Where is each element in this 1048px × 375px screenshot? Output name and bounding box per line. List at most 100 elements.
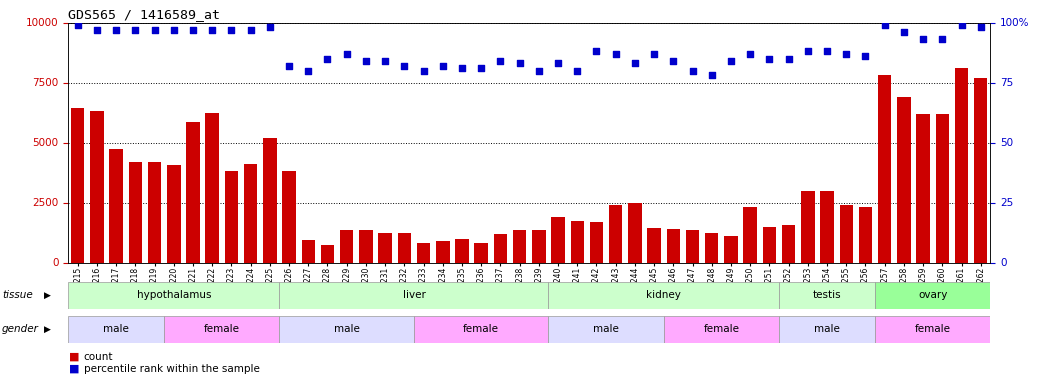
Text: ovary: ovary	[918, 290, 947, 300]
Point	[684, 68, 701, 74]
Point	[569, 68, 586, 74]
Text: kidney: kidney	[647, 290, 681, 300]
Text: male: male	[593, 324, 619, 334]
Point	[396, 63, 413, 69]
Text: female: female	[703, 324, 740, 334]
Bar	[858, 207, 872, 262]
Bar	[628, 202, 641, 262]
Point	[588, 48, 605, 54]
Bar	[475, 243, 488, 262]
Bar	[282, 171, 296, 262]
Bar	[801, 190, 814, 262]
Point	[473, 65, 489, 71]
Point	[511, 60, 528, 66]
Bar	[663, 316, 779, 343]
Bar	[280, 316, 414, 343]
Bar	[148, 162, 161, 262]
Bar	[779, 282, 875, 309]
Point	[339, 51, 355, 57]
Bar	[955, 68, 968, 262]
Bar	[71, 108, 85, 262]
Bar	[165, 316, 280, 343]
Bar	[974, 78, 987, 262]
Bar	[244, 164, 258, 262]
Point	[88, 27, 105, 33]
Point	[376, 58, 393, 64]
Point	[761, 56, 778, 62]
Point	[127, 27, 144, 33]
Point	[108, 27, 125, 33]
Bar	[548, 316, 663, 343]
Bar	[590, 222, 604, 262]
Text: GDS565 / 1416589_at: GDS565 / 1416589_at	[68, 8, 220, 21]
Point	[242, 27, 259, 33]
Bar	[68, 282, 280, 309]
Bar	[340, 230, 353, 262]
Bar	[302, 240, 315, 262]
Point	[184, 27, 201, 33]
Bar	[763, 226, 777, 262]
Bar	[129, 162, 143, 262]
Bar	[936, 114, 949, 262]
Bar	[321, 244, 334, 262]
Bar	[414, 316, 548, 343]
Bar	[417, 243, 431, 262]
Point	[434, 63, 451, 69]
Point	[549, 60, 566, 66]
Bar	[782, 225, 795, 262]
Point	[876, 22, 893, 28]
Text: ■: ■	[69, 364, 80, 374]
Point	[664, 58, 681, 64]
Text: hypothalamus: hypothalamus	[136, 290, 211, 300]
Bar	[378, 232, 392, 262]
Text: male: male	[333, 324, 359, 334]
Bar	[705, 232, 719, 262]
Bar	[224, 171, 238, 262]
Point	[934, 36, 951, 42]
Bar	[897, 97, 911, 262]
Bar	[436, 241, 450, 262]
Point	[818, 48, 835, 54]
Point	[203, 27, 220, 33]
Point	[281, 63, 298, 69]
Point	[146, 27, 163, 33]
Text: female: female	[203, 324, 240, 334]
Text: liver: liver	[402, 290, 425, 300]
Point	[742, 51, 759, 57]
Bar	[548, 282, 779, 309]
Bar	[187, 122, 200, 262]
Bar	[551, 217, 565, 262]
Bar	[532, 230, 546, 262]
Bar	[839, 205, 853, 262]
Text: ■: ■	[69, 352, 80, 362]
Bar	[667, 229, 680, 262]
Point	[223, 27, 240, 33]
Bar	[916, 114, 930, 262]
Point	[703, 72, 720, 78]
Point	[915, 36, 932, 42]
Bar	[90, 111, 104, 262]
Bar	[724, 236, 738, 262]
Bar	[743, 207, 757, 262]
Point	[722, 58, 739, 64]
Point	[953, 22, 969, 28]
Bar	[280, 282, 548, 309]
Bar	[455, 238, 468, 262]
Bar	[68, 316, 165, 343]
Point	[261, 24, 278, 30]
Text: tissue: tissue	[2, 290, 32, 300]
Text: ▶: ▶	[44, 291, 51, 300]
Text: female: female	[915, 324, 951, 334]
Bar	[878, 75, 892, 262]
Point	[454, 65, 471, 71]
Text: percentile rank within the sample: percentile rank within the sample	[84, 364, 260, 374]
Point	[530, 68, 547, 74]
Bar	[685, 230, 699, 262]
Bar	[167, 165, 180, 262]
Point	[780, 56, 796, 62]
Bar	[494, 234, 507, 262]
Text: male: male	[103, 324, 129, 334]
Point	[837, 51, 854, 57]
Point	[415, 68, 432, 74]
Point	[627, 60, 643, 66]
